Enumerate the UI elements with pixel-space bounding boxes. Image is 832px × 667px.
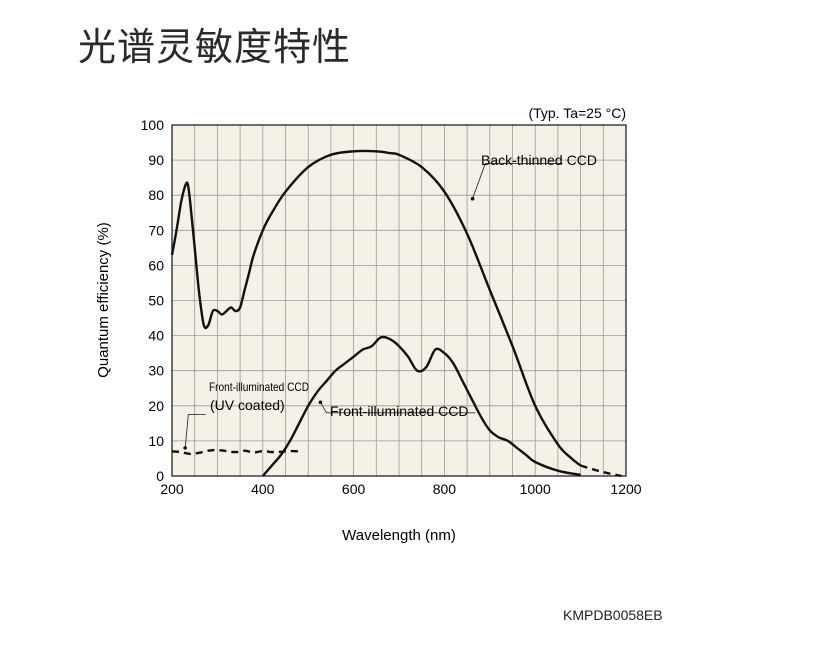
- y-tick-label: 80: [148, 187, 164, 203]
- page-title: 光谱灵敏度特性: [78, 25, 352, 69]
- series-front-illuminated-ccd: [261, 335, 581, 477]
- x-tick-label: 800: [433, 481, 457, 497]
- y-tick-label: 90: [148, 152, 164, 168]
- series-back-thinned-ccd-extrapolated: [580, 464, 622, 478]
- leader-back-thinned: [472, 163, 563, 199]
- annotation-uv-coated-line1: Front-illuminated CCD: [209, 380, 309, 394]
- y-axis-label: Quantum efficiency (%): [95, 222, 112, 378]
- x-tick-label: 400: [251, 481, 275, 497]
- y-tick-label: 10: [148, 433, 164, 449]
- condition-note: (Typ. Ta=25 °C): [528, 105, 626, 121]
- series-front-illuminated-ccd-uv-coated: [171, 448, 300, 456]
- annotation-front-illuminated: Front-illuminated CCD: [330, 403, 468, 419]
- y-tick-label: 0: [156, 468, 164, 484]
- leader-front-illuminated: [320, 402, 476, 414]
- y-tick-label: 100: [141, 117, 165, 133]
- leader-tip-uv-coated: [183, 446, 187, 450]
- x-tick-label: 200: [160, 481, 184, 497]
- x-axis-label: Wavelength (nm): [342, 527, 456, 544]
- annotation-uv-coated-line2: (UV coated): [210, 397, 285, 413]
- y-tick-label: 60: [148, 257, 164, 273]
- x-tick-label: 1200: [610, 481, 641, 497]
- y-tick-label: 70: [148, 222, 164, 238]
- plot-frame: [171, 124, 627, 477]
- annotation-layer: [183, 163, 563, 450]
- annotation-back-thinned: Back-thinned CCD: [481, 152, 597, 168]
- leader-uv-coated: [184, 414, 206, 448]
- leader-tip-front-illuminated: [318, 400, 323, 405]
- leader-tip-back-thinned: [470, 196, 475, 201]
- x-tick-label: 1000: [520, 481, 551, 497]
- y-tick-label: 30: [148, 363, 164, 379]
- x-tick-label: 600: [342, 481, 366, 497]
- series-layer: [170, 149, 622, 478]
- series-back-thinned-ccd: [170, 149, 582, 467]
- axis-ticks: 200 400 600 800 1000 1200 0 10 20 30 40 50 60 70 80 90 1…: [141, 117, 642, 497]
- y-tick-label: 50: [148, 293, 164, 309]
- y-tick-label: 20: [148, 398, 164, 414]
- document-code: KMPDB0058EB: [563, 607, 663, 623]
- y-tick-label: 40: [148, 328, 164, 344]
- grid-lines: [172, 125, 626, 476]
